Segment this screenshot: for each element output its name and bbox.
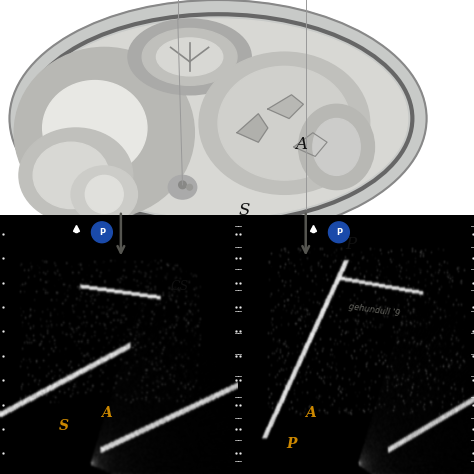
Bar [0,0,474,216]
Text: A: A [295,136,307,153]
Text: S: S [59,419,69,433]
Circle shape [187,184,192,190]
Ellipse shape [168,175,197,199]
Ellipse shape [43,81,147,175]
Ellipse shape [156,38,223,76]
Ellipse shape [71,166,137,223]
Text: A: A [101,406,112,420]
Circle shape [91,222,112,243]
Circle shape [328,222,349,243]
Text: P: P [336,228,342,237]
Text: P: P [286,438,297,451]
Bar [0,0,474,216]
Text: P: P [99,228,105,237]
Ellipse shape [9,0,427,237]
Ellipse shape [299,104,374,190]
Text: P: P [345,236,356,253]
Ellipse shape [14,47,194,218]
Polygon shape [237,114,268,142]
Ellipse shape [33,142,109,209]
Ellipse shape [19,128,133,223]
Circle shape [179,181,186,189]
Bar [0,216,238,474]
Ellipse shape [313,118,360,175]
Bar [238,216,474,474]
Text: A: A [305,406,316,420]
Polygon shape [294,133,327,156]
Text: gehundull '9: gehundull '9 [348,302,401,319]
Ellipse shape [85,175,123,213]
Ellipse shape [128,19,251,95]
Ellipse shape [199,52,370,194]
Text: CS: CS [170,280,188,293]
Ellipse shape [218,66,351,180]
Text: S: S [238,202,250,219]
Ellipse shape [28,19,408,218]
Polygon shape [268,95,303,118]
Ellipse shape [142,28,237,85]
